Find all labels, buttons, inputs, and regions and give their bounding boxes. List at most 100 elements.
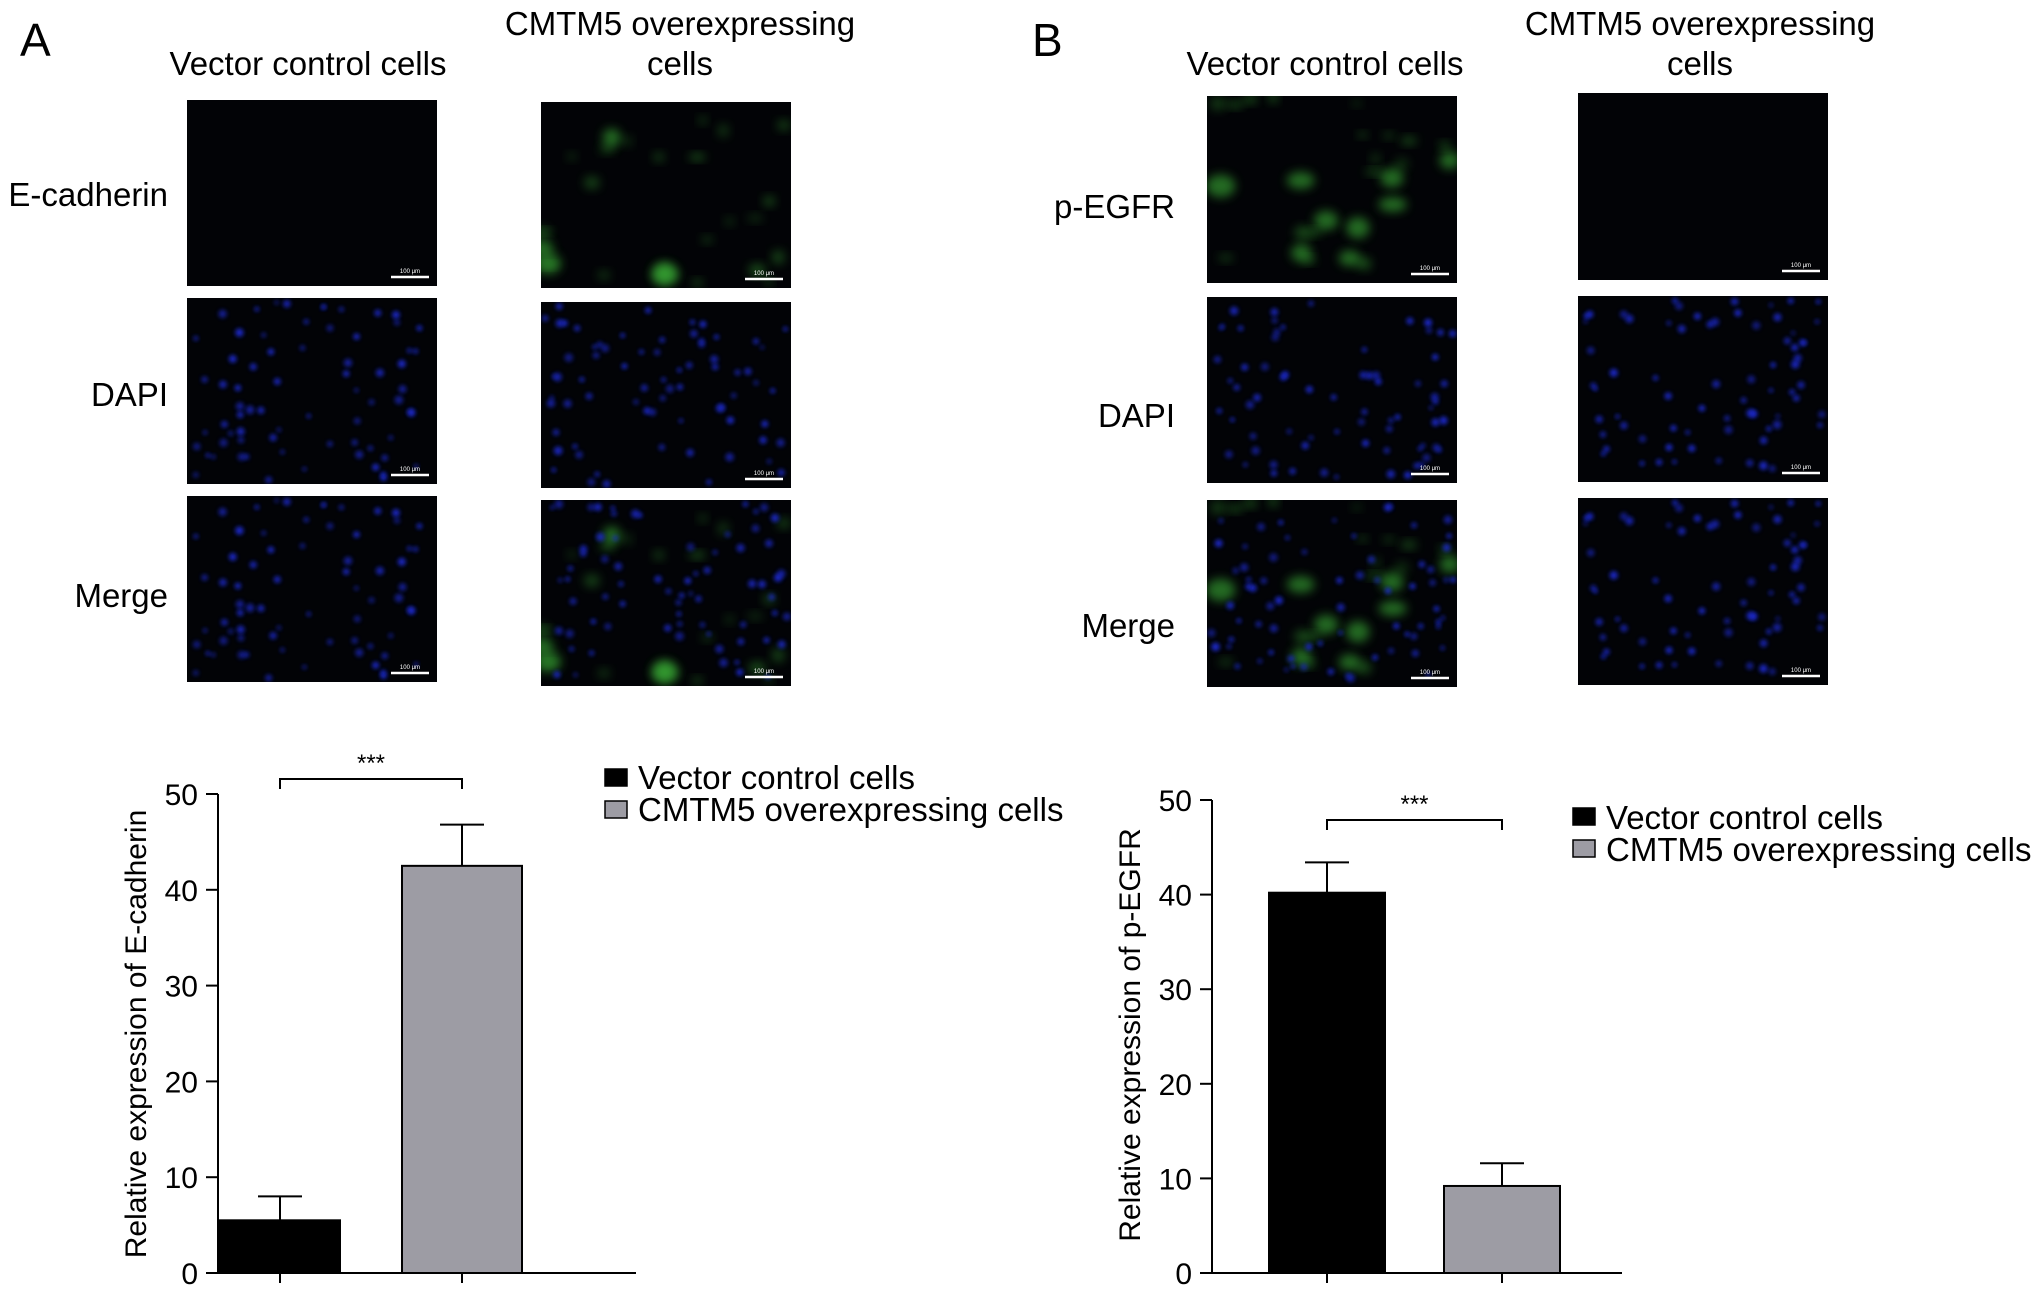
dapi-nucleus [412,546,419,552]
dapi-nucleus [1338,630,1343,636]
dapi-nucleus [1600,654,1606,660]
dapi-nucleus [1615,616,1620,622]
dapi-nucleus [299,543,306,549]
dapi-nucleus [388,633,394,639]
green-signal-spot [1227,504,1243,513]
chart-b-legend-swatch-cmtm5 [1572,839,1596,858]
green-signal-spot [599,542,615,552]
dapi-nucleus [1287,655,1295,663]
dapi-nucleus [678,592,685,599]
dapi-nucleus [1665,443,1673,451]
dapi-nucleus [1431,418,1440,427]
dapi-nucleus [688,591,694,597]
dapi-nucleus [565,629,574,638]
dapi-nucleus [1638,638,1647,646]
chart-a-bar-vector [219,1219,341,1275]
dapi-nucleus [1245,583,1252,590]
dapi-nucleus [737,638,745,645]
chart-b-ytick-label: 0 [1175,1258,1192,1291]
dapi-nucleus [1766,628,1772,635]
dapi-nucleus [1440,380,1448,388]
dapi-nucleus [1241,363,1249,371]
dapi-nucleus [619,600,626,607]
dapi-nucleus [1619,310,1628,319]
dapi-nucleus [1336,577,1343,584]
chart-b-ytick-label: 30 [1159,974,1192,1007]
dapi-nucleus [1652,577,1659,584]
dapi-nucleus [567,565,574,572]
dapi-nucleus [753,508,759,515]
dapi-nucleus [742,501,749,507]
dapi-nucleus [638,349,645,355]
dapi-nucleus [368,597,375,604]
dapi-nucleus [1414,380,1421,387]
chart-b-legend: Vector control cells CMTM5 overexpressin… [1572,799,2031,868]
scale-bar-label: 100 μm [1420,670,1440,676]
dapi-nucleus [1225,450,1233,459]
dapi-nucleus [777,640,786,649]
dapi-nucleus [353,615,361,623]
dapi-nucleus [684,577,692,585]
green-signal-spot [698,514,708,523]
dapi-nucleus [1290,664,1296,669]
chart-a-ytick-label: 50 [165,779,198,812]
dapi-nucleus [1586,548,1595,557]
dapi-nucleus [1271,333,1279,342]
dapi-nucleus [1406,317,1414,325]
chart-a-ylabel: Relative expression of E-cadherin [120,810,153,1259]
dapi-nucleus [579,550,587,557]
dapi-nucleus [676,611,682,617]
dapi-nucleus [1387,647,1395,654]
dapi-nucleus [765,539,773,548]
dapi-nucleus [1693,312,1701,320]
dapi-nucleus [1433,605,1440,612]
chart-a-ytick-label: 30 [165,971,198,1004]
dapi-nucleus [659,394,666,402]
dapi-nucleus [1410,632,1418,640]
dapi-nucleus [1330,394,1337,401]
panel-b-cmtm5-merge-image: 100 μm [1578,498,1828,685]
chart-a: Relative expression of E-cadherin Vector… [120,750,1063,1291]
dapi-nucleus [604,622,612,631]
dapi-nucleus [193,640,201,649]
dapi-nucleus [1773,515,1782,524]
dapi-nucleus [1274,596,1283,605]
dapi-nucleus [326,522,334,530]
dapi-nucleus [753,380,759,386]
green-signal-spot [583,176,600,190]
dapi-nucleus [367,445,374,452]
dapi-nucleus [734,660,740,665]
dapi-nucleus [1269,624,1278,633]
dapi-nucleus [554,626,563,635]
dapi-nucleus [1688,647,1696,655]
green-signal-spot [701,235,713,244]
dapi-nucleus [1411,649,1419,657]
green-signal-spot [1352,100,1362,107]
dapi-nucleus [648,408,657,416]
dapi-nucleus [618,581,624,587]
scale-bar-label: 100 μm [400,269,420,275]
dapi-nucleus [1218,325,1224,331]
dapi-nucleus [1730,499,1739,508]
dapi-nucleus [1345,672,1351,679]
dapi-nucleus [612,535,619,541]
chart-a-significance-label: *** [357,750,385,777]
dapi-nucleus [1768,302,1774,308]
dapi-nucleus [610,505,616,511]
dapi-nucleus [659,336,666,343]
dapi-nucleus [1672,662,1677,668]
green-signal-spot [1338,654,1361,670]
green-signal-spot [701,633,713,642]
scale-bar-label: 100 μm [1420,466,1440,472]
dapi-nucleus [1724,425,1733,434]
green-signal-spot [541,637,554,655]
dapi-nucleus [249,363,257,371]
dapi-nucleus [219,636,228,645]
dapi-nucleus [1710,317,1720,327]
dapi-nucleus [1417,623,1424,630]
scale-bar-label: 100 μm [1791,668,1811,674]
green-signal-spot [653,550,665,560]
dapi-nucleus [375,368,384,377]
green-signal-spot [1370,153,1381,165]
dapi-nucleus [1746,459,1754,467]
